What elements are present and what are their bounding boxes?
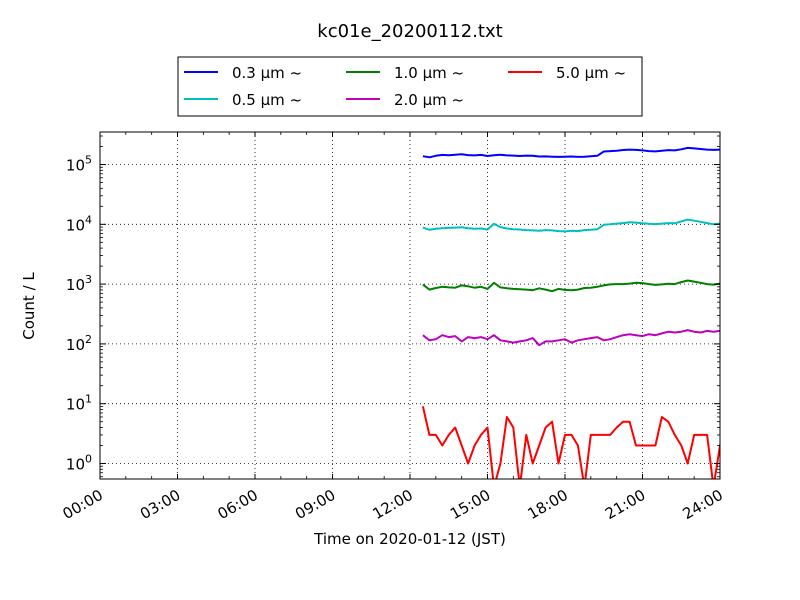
y-tick-base: 10: [66, 157, 85, 175]
legend-label: 0.3 μm ~: [232, 64, 302, 82]
y-tick-label: 105: [66, 154, 92, 175]
y-axis-label: Count / L: [20, 272, 38, 340]
chart-title: kc01e_20200112.txt: [317, 21, 502, 42]
x-axis-label: Time on 2020-01-12 (JST): [313, 530, 506, 548]
y-tick-label: 101: [66, 393, 92, 414]
y-tick-exponent: 3: [85, 273, 92, 286]
y-tick-label: 100: [66, 452, 92, 473]
y-tick-exponent: 0: [85, 452, 92, 465]
y-tick-base: 10: [66, 455, 85, 473]
y-tick-exponent: 1: [85, 393, 92, 406]
legend-label: 1.0 μm ~: [394, 64, 464, 82]
series-line-4: [422, 329, 720, 347]
y-tick-label: 102: [66, 333, 92, 354]
legend-label: 0.5 μm ~: [232, 91, 302, 109]
y-tick-base: 10: [66, 216, 85, 234]
y-tick-label: 104: [66, 213, 92, 234]
y-tick-base: 10: [66, 336, 85, 354]
y-tick-exponent: 2: [85, 333, 92, 346]
y-tick-exponent: 5: [85, 154, 92, 167]
y-tick-base: 10: [66, 276, 85, 294]
legend-label: 5.0 μm ~: [556, 64, 626, 82]
series-line-3: [422, 279, 720, 293]
legend: 0.3 μm ~ 0.5 μm ~ 1.0 μm ~ 2.0 μm ~ 5.0 μm ~: [177, 56, 643, 117]
axis-ticks: [99, 132, 721, 479]
series-line-1: [422, 146, 720, 159]
series-line-2: [422, 218, 720, 233]
y-tick-exponent: 4: [85, 213, 92, 226]
legend-frame: [177, 56, 643, 117]
legend-label: 2.0 μm ~: [394, 91, 464, 109]
y-tick-base: 10: [66, 396, 85, 414]
series-layer: [421, 146, 720, 479]
y-tick-label: 103: [66, 273, 92, 294]
series-line-5: [421, 406, 720, 479]
